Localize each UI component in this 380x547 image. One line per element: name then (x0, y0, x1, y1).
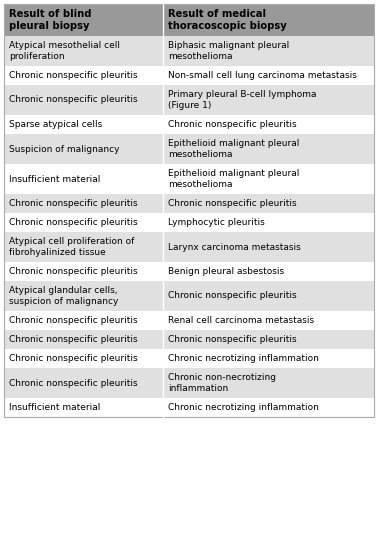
Text: Suspicion of malignancy: Suspicion of malignancy (9, 144, 119, 154)
Bar (163, 368, 374, 398)
Bar (4, 134, 163, 164)
Bar (163, 349, 374, 368)
Bar (4, 36, 163, 66)
Bar (163, 311, 374, 330)
Bar (163, 194, 374, 213)
Bar (4, 66, 163, 85)
Text: Sparse atypical cells: Sparse atypical cells (9, 120, 102, 129)
Bar (4, 368, 163, 398)
Bar (4, 232, 163, 262)
Text: Benign pleural asbestosis: Benign pleural asbestosis (168, 267, 284, 276)
Bar (4, 115, 163, 134)
Bar (163, 115, 374, 134)
Text: Chronic nonspecific pleuritis: Chronic nonspecific pleuritis (9, 379, 138, 387)
Bar (163, 398, 374, 417)
Bar (4, 85, 163, 115)
Bar (163, 213, 374, 232)
Text: Atypical glandular cells,
suspicion of malignancy: Atypical glandular cells, suspicion of m… (9, 286, 119, 306)
Bar (4, 213, 163, 232)
Text: Chronic nonspecific pleuritis: Chronic nonspecific pleuritis (9, 218, 138, 227)
Bar (4, 330, 163, 349)
Bar (163, 4, 374, 36)
Text: Primary pleural B-cell lymphoma
(Figure 1): Primary pleural B-cell lymphoma (Figure … (168, 90, 317, 110)
Text: Chronic nonspecific pleuritis: Chronic nonspecific pleuritis (9, 316, 138, 325)
Bar (4, 164, 163, 194)
Bar (4, 281, 163, 311)
Bar (163, 85, 374, 115)
Bar (4, 4, 163, 36)
Text: Insufficient material: Insufficient material (9, 403, 100, 412)
Text: Chronic nonspecific pleuritis: Chronic nonspecific pleuritis (9, 96, 138, 104)
Text: Chronic nonspecific pleuritis: Chronic nonspecific pleuritis (168, 335, 297, 344)
Text: Epithelioid malignant pleural
mesothelioma: Epithelioid malignant pleural mesothelio… (168, 139, 299, 159)
Bar (4, 262, 163, 281)
Bar (163, 66, 374, 85)
Text: Chronic necrotizing inflammation: Chronic necrotizing inflammation (168, 403, 319, 412)
Bar (163, 134, 374, 164)
Text: Atypical cell proliferation of
fibrohyalinized tissue: Atypical cell proliferation of fibrohyal… (9, 237, 135, 257)
Bar (163, 36, 374, 66)
Text: Lymphocytic pleuritis: Lymphocytic pleuritis (168, 218, 265, 227)
Bar (163, 232, 374, 262)
Bar (163, 281, 374, 311)
Bar (4, 398, 163, 417)
Text: Chronic nonspecific pleuritis: Chronic nonspecific pleuritis (9, 267, 138, 276)
Text: Biphasic malignant pleural
mesothelioma: Biphasic malignant pleural mesothelioma (168, 41, 289, 61)
Bar (4, 311, 163, 330)
Text: Chronic nonspecific pleuritis: Chronic nonspecific pleuritis (168, 199, 297, 208)
Bar (163, 164, 374, 194)
Text: Chronic nonspecific pleuritis: Chronic nonspecific pleuritis (9, 71, 138, 80)
Text: Chronic nonspecific pleuritis: Chronic nonspecific pleuritis (9, 199, 138, 208)
Text: Chronic non-necrotizing
inflammation: Chronic non-necrotizing inflammation (168, 373, 276, 393)
Text: Chronic nonspecific pleuritis: Chronic nonspecific pleuritis (9, 354, 138, 363)
Text: Non-small cell lung carcinoma metastasis: Non-small cell lung carcinoma metastasis (168, 71, 357, 80)
Bar (163, 262, 374, 281)
Bar (4, 4, 374, 417)
Text: Chronic nonspecific pleuritis: Chronic nonspecific pleuritis (9, 335, 138, 344)
Bar (4, 194, 163, 213)
Text: Result of medical
thoracoscopic biopsy: Result of medical thoracoscopic biopsy (168, 9, 287, 31)
Text: Chronic nonspecific pleuritis: Chronic nonspecific pleuritis (168, 292, 297, 300)
Bar (163, 330, 374, 349)
Text: Chronic necrotizing inflammation: Chronic necrotizing inflammation (168, 354, 319, 363)
Text: Result of blind
pleural biopsy: Result of blind pleural biopsy (9, 9, 92, 31)
Text: Atypical mesothelial cell
proliferation: Atypical mesothelial cell proliferation (9, 41, 120, 61)
Text: Chronic nonspecific pleuritis: Chronic nonspecific pleuritis (168, 120, 297, 129)
Text: Renal cell carcinoma metastasis: Renal cell carcinoma metastasis (168, 316, 314, 325)
Text: Insufficient material: Insufficient material (9, 174, 100, 183)
Text: Larynx carcinoma metastasis: Larynx carcinoma metastasis (168, 242, 301, 252)
Text: Epithelioid malignant pleural
mesothelioma: Epithelioid malignant pleural mesothelio… (168, 169, 299, 189)
Bar (4, 349, 163, 368)
